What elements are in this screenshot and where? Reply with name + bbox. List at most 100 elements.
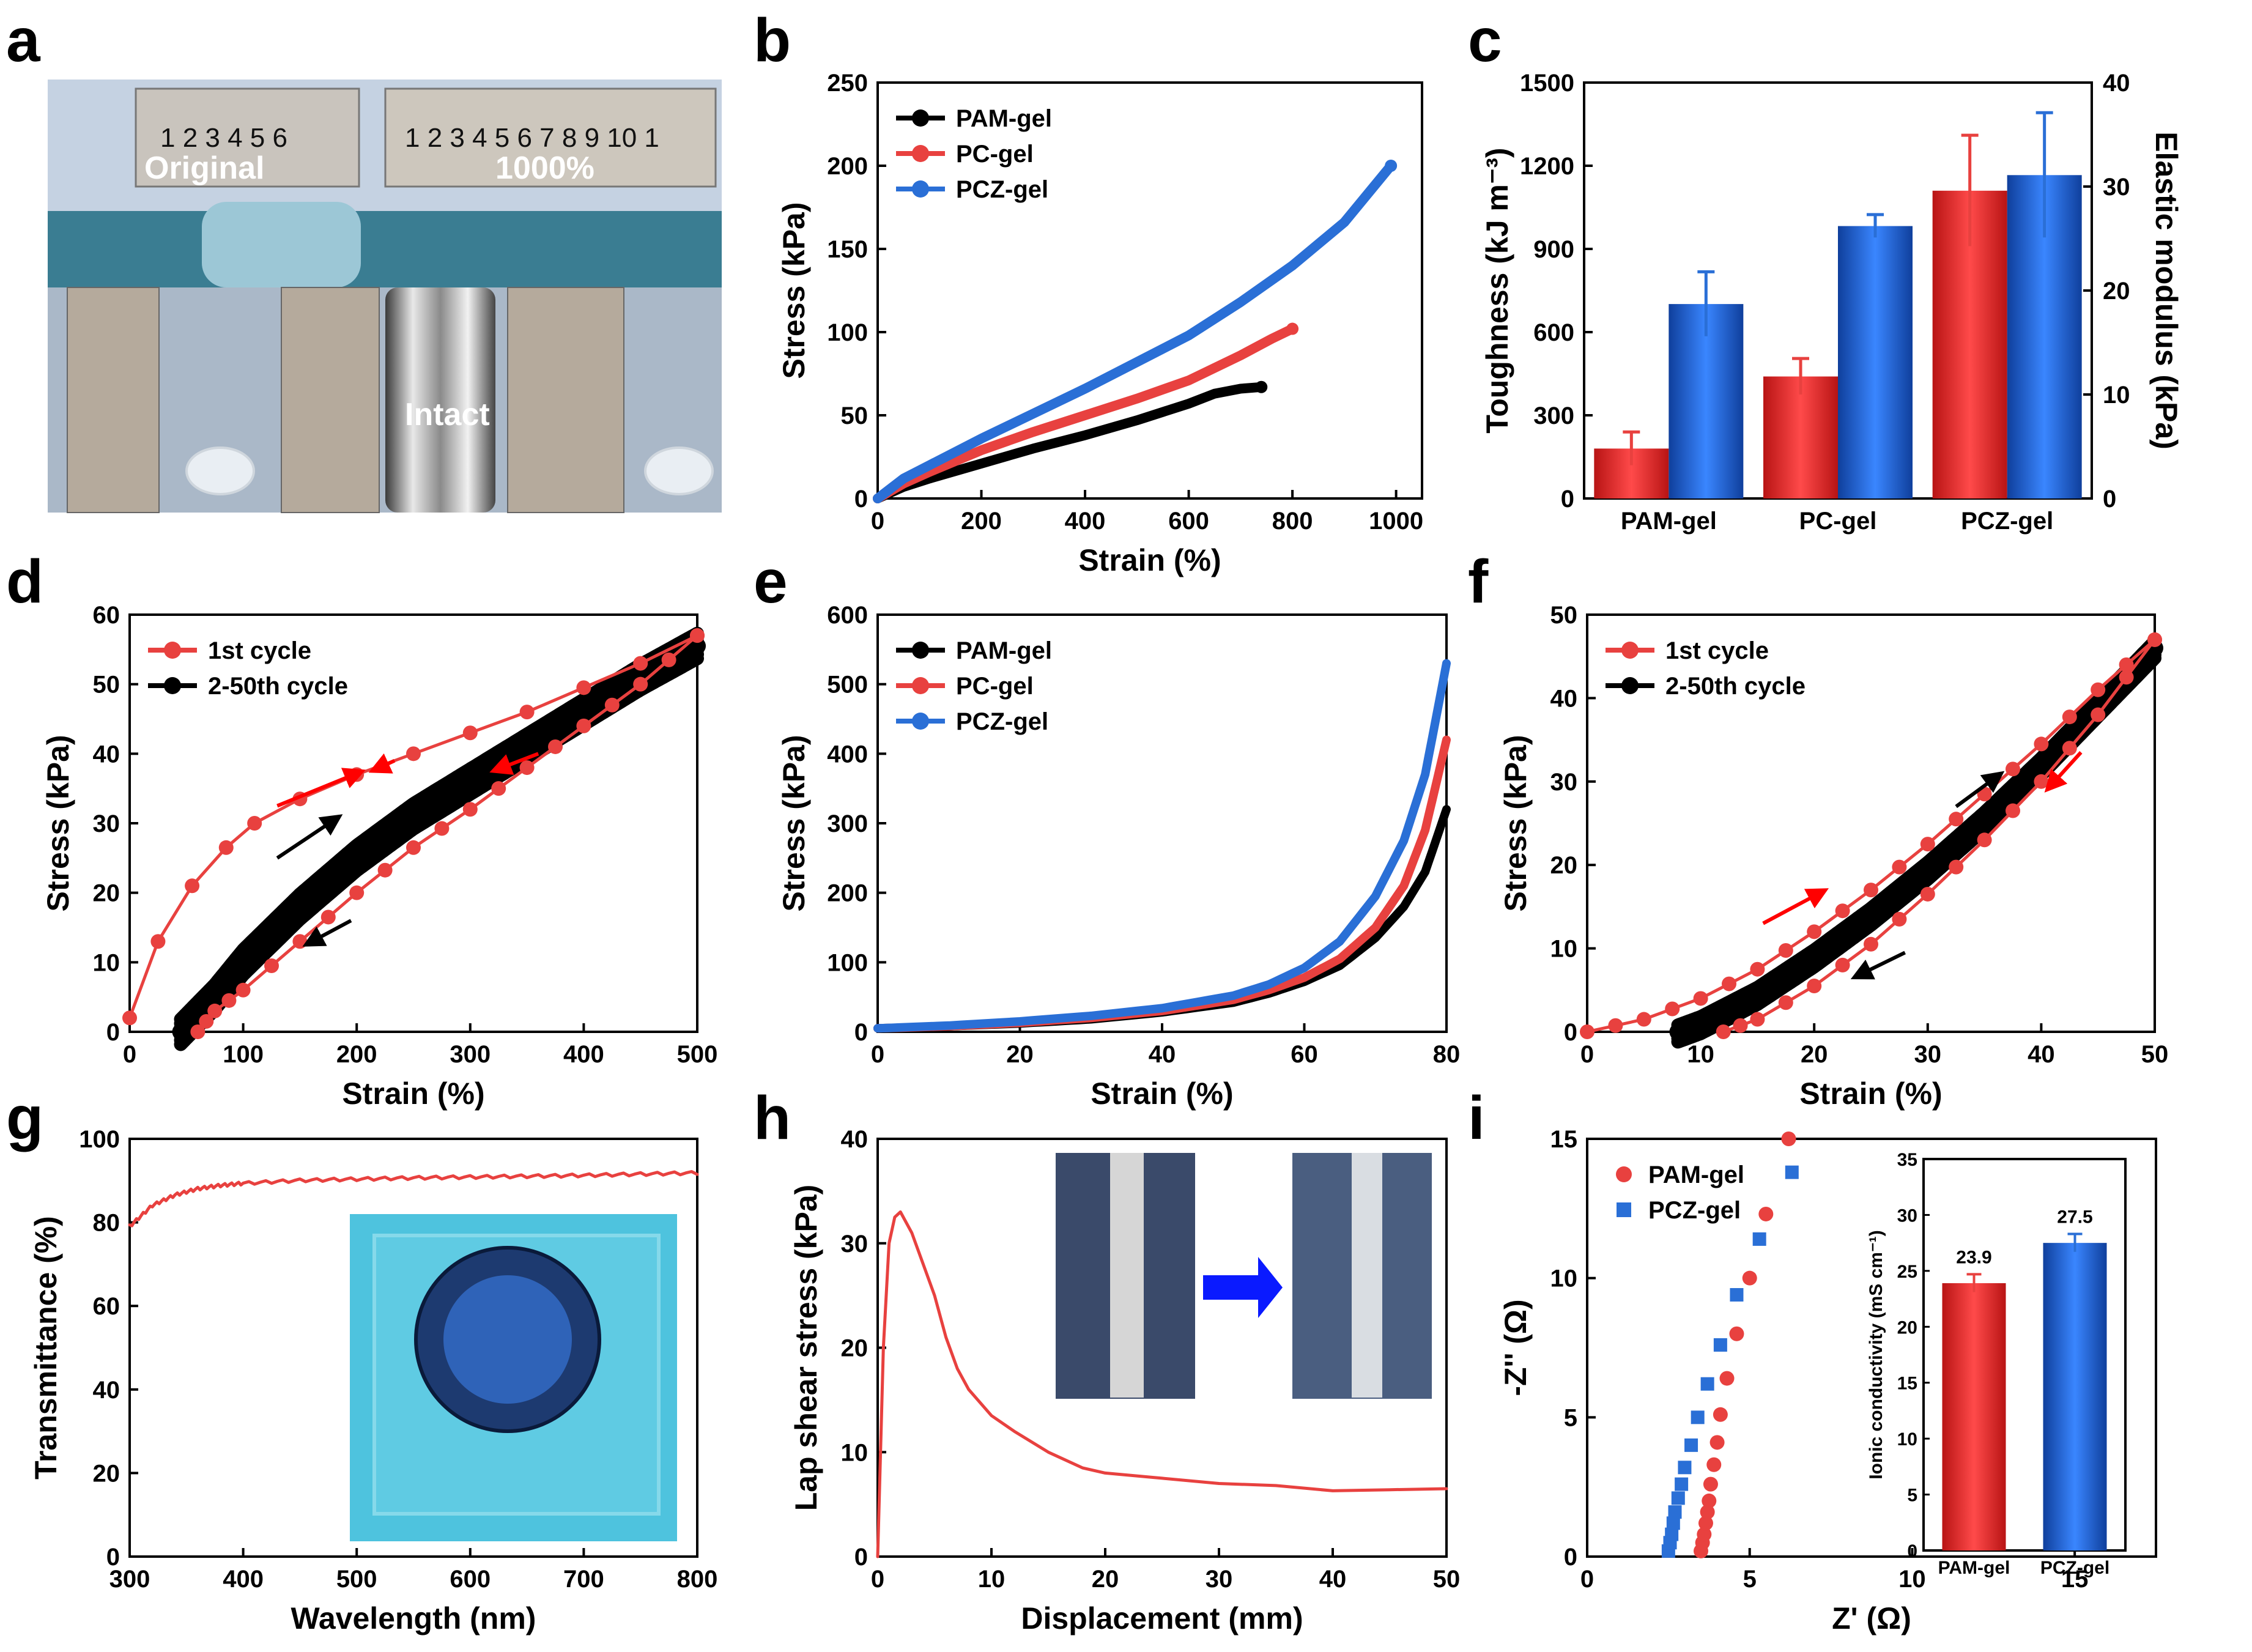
impedance-point-PCZ-gel xyxy=(1678,1461,1692,1475)
impedance-point-PCZ-gel xyxy=(1666,1516,1680,1530)
legend-entry: 1st cycle xyxy=(1665,637,1769,664)
first-cycle-point xyxy=(190,1024,206,1039)
unloading-arrow-black xyxy=(302,919,352,947)
chart-e-compression: 0 20 40 60 80 0 100 200 300 400 500 600 Strain (%) St… xyxy=(777,602,1460,1111)
x-axis-title: Displacement (mm) xyxy=(1021,1601,1303,1635)
y-tick-label: 100 xyxy=(79,1126,120,1153)
first-cycle-point xyxy=(2062,741,2077,756)
legend-marker xyxy=(912,642,929,659)
y-tick-label: 50 xyxy=(841,402,869,429)
y2-tick-label: 0 xyxy=(2103,486,2116,513)
inset-y-tick-label: 5 xyxy=(1907,1486,1917,1506)
impedance-point-PAM-gel xyxy=(1758,1206,1774,1221)
ruler-top-right xyxy=(384,87,717,188)
y-tick-label: 40 xyxy=(93,741,120,768)
y-tick-label: 0 xyxy=(106,1019,120,1046)
x-tick-label: 80 xyxy=(1433,1041,1461,1068)
gel-cylinder-after xyxy=(644,446,714,495)
first-cycle-point xyxy=(2034,736,2049,752)
x-tick-label: 20 xyxy=(1006,1041,1034,1068)
first-cycle-point xyxy=(1636,1012,1651,1027)
inset-y-tick-label: 25 xyxy=(1897,1262,1917,1282)
lap-shear-photos xyxy=(1056,1153,1432,1399)
panel-letter-f: f xyxy=(1468,547,1489,616)
first-cycle-point xyxy=(462,802,478,817)
x-tick-label: 0 xyxy=(871,1041,884,1068)
first-cycle-point xyxy=(1778,995,1793,1010)
lap-shear-line xyxy=(876,1210,1448,1558)
first-cycle-point xyxy=(1778,943,1793,958)
plot-frame xyxy=(876,81,1423,500)
loading-arrow-red xyxy=(1762,888,1829,925)
first-cycle-point xyxy=(1807,924,1822,939)
transmittance-line xyxy=(128,1170,699,1228)
y-axis-title: Transmittance (%) xyxy=(29,1216,63,1480)
x-tick-label: 300 xyxy=(450,1041,491,1068)
x-tick-label: 50 xyxy=(1433,1566,1461,1593)
y-tick-label: 0 xyxy=(1561,486,1574,513)
bar-toughness xyxy=(1763,376,1838,498)
impedance-point-PAM-gel xyxy=(1702,1493,1717,1508)
university-seal-inner xyxy=(443,1275,572,1404)
y-tick-label: 250 xyxy=(827,70,868,97)
series-line-PCZ-gel xyxy=(873,659,1451,1033)
cycle-band xyxy=(174,651,704,1051)
first-cycle-point xyxy=(199,1013,214,1029)
x-tick-label: 600 xyxy=(450,1566,491,1593)
glove-hand xyxy=(202,202,361,287)
first-cycle-point xyxy=(247,816,262,831)
impedance-point-PAM-gel xyxy=(1742,1270,1757,1286)
x-axis-title: Strain (%) xyxy=(342,1076,484,1111)
impedance-point-PCZ-gel xyxy=(1713,1338,1727,1352)
y-tick-label: 100 xyxy=(827,949,868,976)
legend-marker xyxy=(912,180,929,198)
impedance-point-PAM-gel xyxy=(1729,1326,1744,1341)
first-cycle-point xyxy=(406,746,421,761)
x-axis-title: Strain (%) xyxy=(1091,1076,1233,1111)
legend-entry: PAM-gel xyxy=(956,105,1052,132)
panel-letter-h: h xyxy=(754,1084,791,1152)
chart-b-stress-strain: 0 200 400 600 800 1000 0 50 100 150 200 250 Strain (… xyxy=(777,70,1423,577)
first-cycle-point xyxy=(1750,1012,1765,1027)
x-tick-label: 20 xyxy=(1801,1041,1828,1068)
first-cycle-point xyxy=(2119,657,2134,672)
first-cycle-point xyxy=(1864,883,1878,898)
x-tick-label: 400 xyxy=(223,1566,264,1593)
y-tick-label: 100 xyxy=(827,319,868,346)
unloading-arrow-red xyxy=(368,753,396,774)
panel-letter-e: e xyxy=(754,547,788,616)
impedance-point-PAM-gel xyxy=(1781,1132,1796,1146)
y-tick-label: 0 xyxy=(1564,1544,1577,1571)
x-tick-label: 5 xyxy=(1743,1566,1757,1593)
y-tick-label: 0 xyxy=(1564,1019,1577,1046)
x-tick-label: 800 xyxy=(677,1566,718,1593)
y-tick-label: 40 xyxy=(93,1377,120,1404)
legend-entry: 1st cycle xyxy=(208,637,311,664)
first-cycle-point xyxy=(185,878,200,894)
first-cycle-point xyxy=(1864,936,1878,952)
y-tick-label: 50 xyxy=(1550,602,1578,629)
plot-frame xyxy=(128,1138,698,1558)
inset-y-tick-label: 10 xyxy=(1897,1429,1917,1450)
metal-weight xyxy=(385,287,495,513)
x-tick-label: 500 xyxy=(677,1041,718,1068)
photo-panel-a: 1 2 3 4 5 6 1 2 3 4 5 6 7 8 9 10 1 Origi… xyxy=(48,80,722,513)
x-tick-label: 40 xyxy=(1149,1041,1176,1068)
first-cycle-point xyxy=(604,697,620,713)
first-cycle-point xyxy=(1892,859,1907,875)
ruler-bottom-2 xyxy=(281,287,380,513)
panel-letter-c: c xyxy=(1468,6,1502,75)
series-line-PC-gel xyxy=(873,735,1451,1033)
first-cycle-point xyxy=(122,1010,137,1026)
first-cycle-point xyxy=(150,934,166,949)
first-cycle-point xyxy=(1949,812,1964,827)
inset-category-label: PCZ-gel xyxy=(2040,1558,2109,1578)
impedance-point-PCZ-gel xyxy=(1671,1491,1685,1505)
y-tick-label: 15 xyxy=(1550,1126,1578,1153)
x-tick-label: 10 xyxy=(1687,1041,1714,1068)
first-cycle-point xyxy=(1977,832,1992,848)
gel-cylinder-before xyxy=(185,446,255,495)
y-axis-title: Lap shear stress (kPa) xyxy=(789,1185,823,1511)
ruler-bottom-3 xyxy=(507,287,624,513)
impedance-point-PAM-gel xyxy=(1713,1407,1728,1422)
